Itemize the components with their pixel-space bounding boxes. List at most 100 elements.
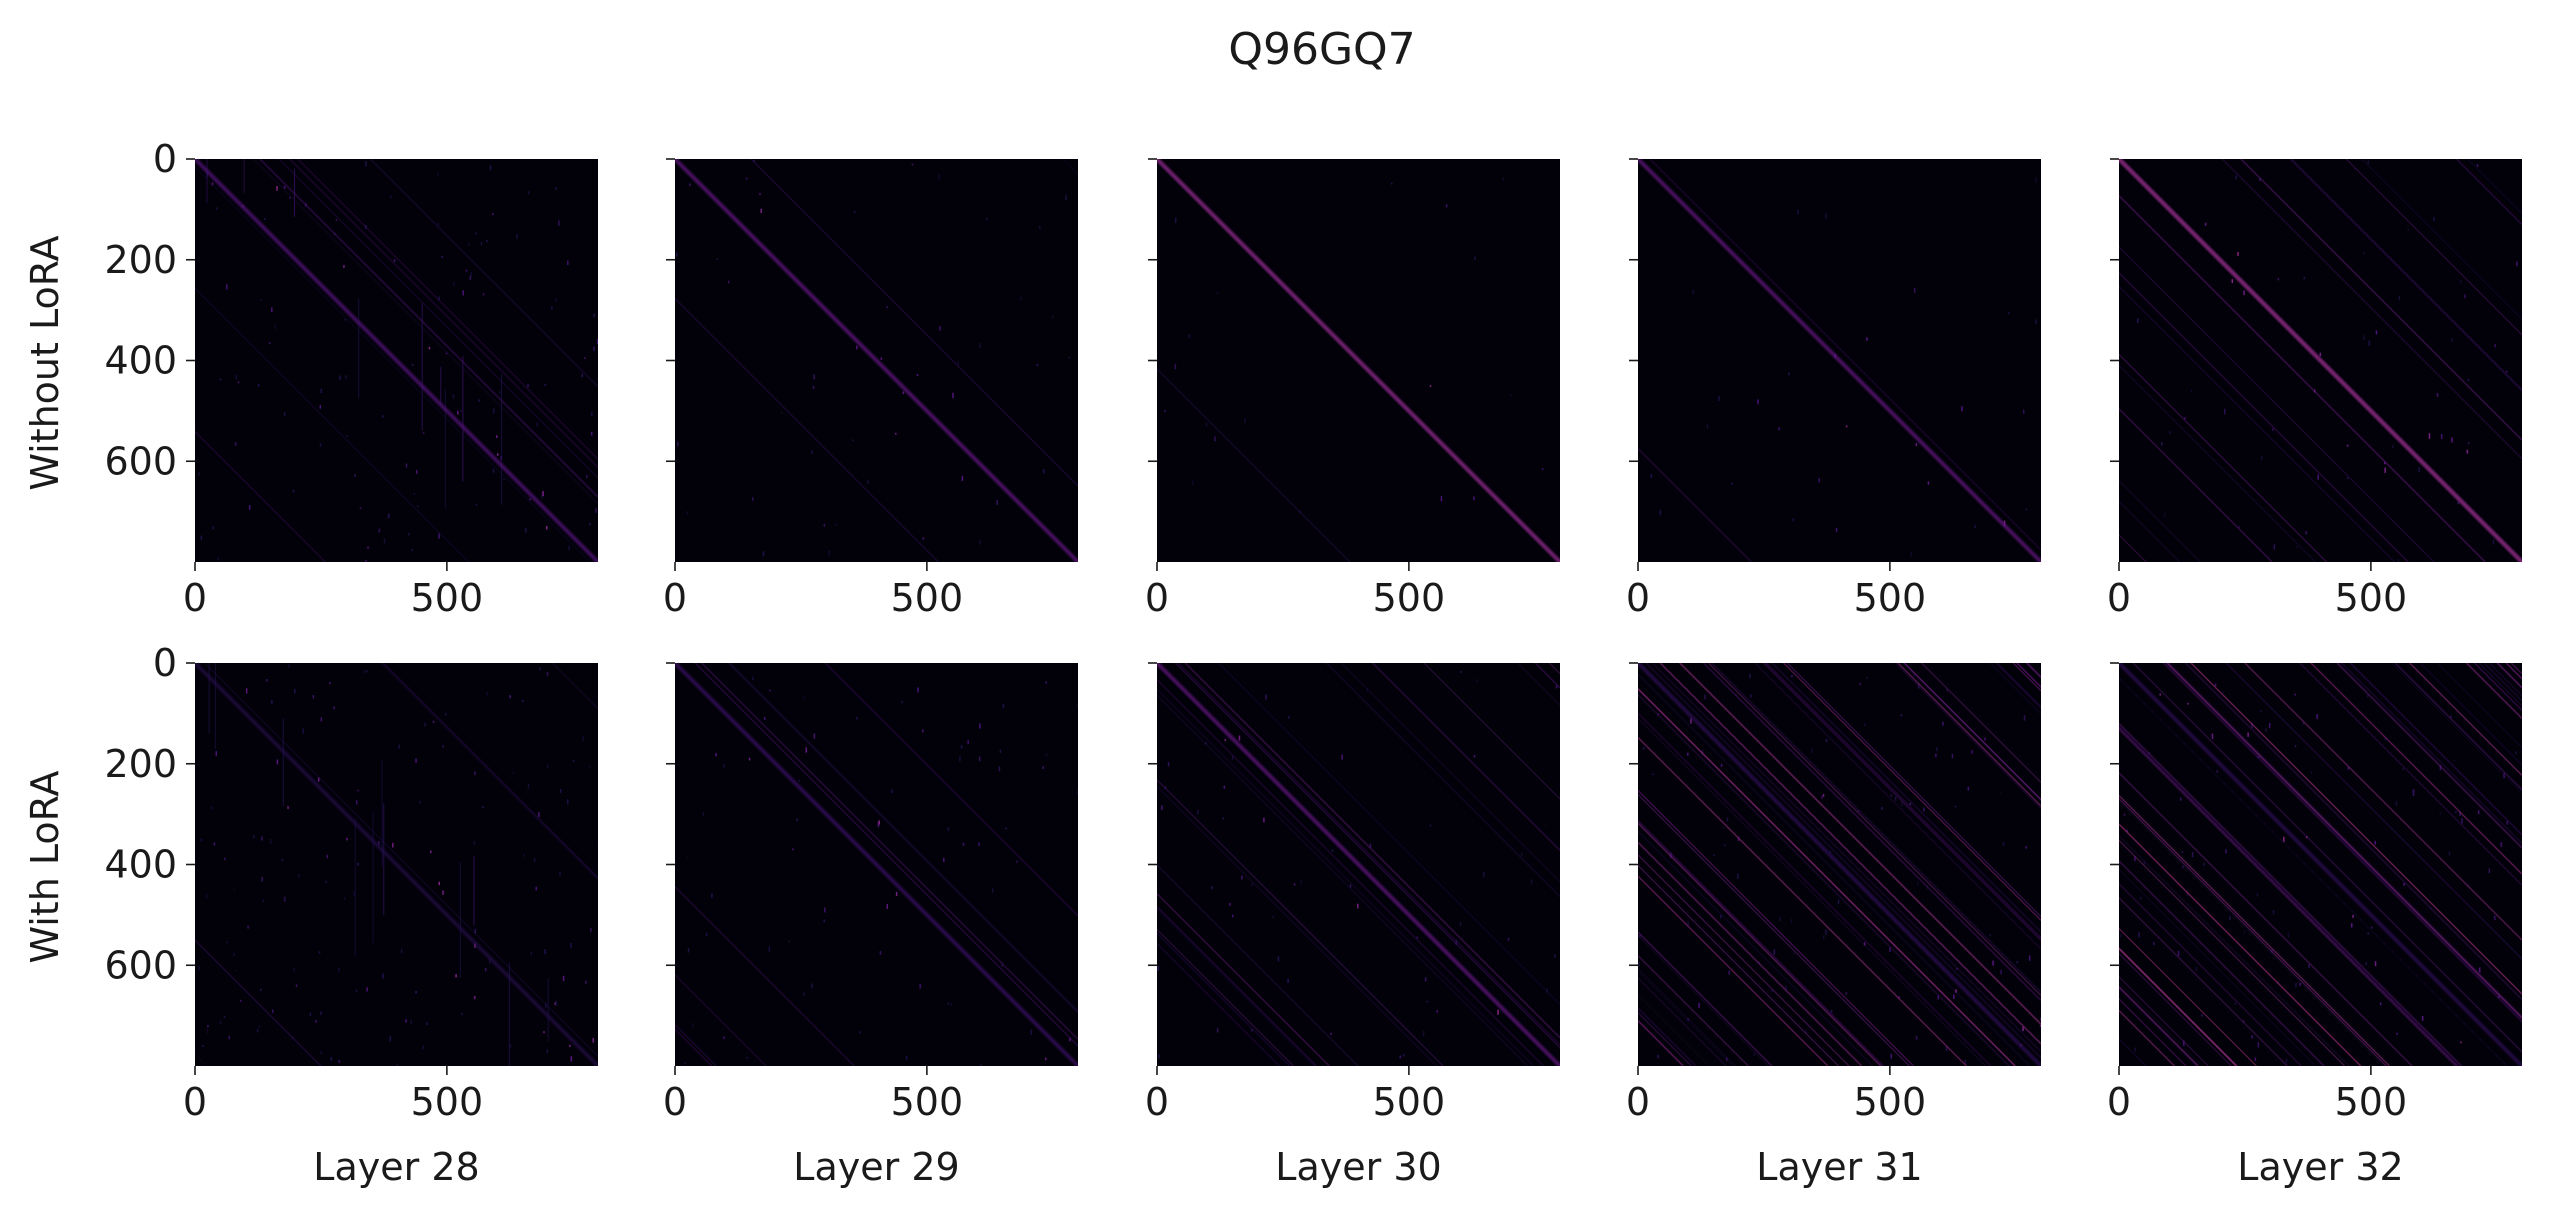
noise-cell bbox=[546, 763, 549, 769]
noise-cell bbox=[1657, 1054, 1659, 1059]
noise-cell bbox=[1898, 996, 1900, 999]
noise-cell bbox=[1984, 737, 1986, 741]
vertical-streak bbox=[547, 978, 549, 1042]
noise-cell bbox=[289, 196, 291, 199]
noise-cell bbox=[559, 789, 562, 793]
noise-cell bbox=[1726, 817, 1729, 822]
noise-cell bbox=[959, 756, 961, 762]
heatmap-cells bbox=[675, 159, 1078, 562]
noise-cell bbox=[2195, 966, 2198, 972]
noise-cell bbox=[1792, 517, 1795, 522]
noise-cell bbox=[2283, 836, 2285, 842]
noise-cell bbox=[590, 927, 592, 933]
y-tick-label: 200 bbox=[104, 742, 177, 786]
noise-cell bbox=[1331, 849, 1334, 852]
noise-cell bbox=[2500, 842, 2503, 848]
noise-cell bbox=[2319, 352, 2322, 357]
noise-cell bbox=[1426, 1000, 1428, 1003]
off-diagonal-line bbox=[1754, 663, 2041, 950]
noise-cell bbox=[1205, 422, 1208, 427]
noise-cell bbox=[2181, 851, 2184, 854]
noise-cell bbox=[1042, 766, 1044, 770]
noise-cell bbox=[1241, 875, 1243, 880]
noise-cell bbox=[315, 1019, 317, 1023]
off-diagonal-line bbox=[2119, 479, 2202, 562]
noise-cell bbox=[1797, 209, 1799, 215]
noise-cell bbox=[2451, 437, 2453, 443]
noise-cell bbox=[1642, 747, 1645, 750]
x-tick-label: 0 bbox=[663, 1080, 687, 1124]
noise-cell bbox=[1424, 977, 1427, 982]
noise-cell bbox=[1890, 794, 1893, 798]
vertical-streak bbox=[293, 168, 296, 217]
noise-cell bbox=[2204, 222, 2207, 226]
off-diagonal-line bbox=[2345, 159, 2522, 336]
off-diagonal-line bbox=[1989, 663, 2041, 715]
noise-cell bbox=[1917, 683, 1920, 689]
noise-cell bbox=[319, 443, 322, 447]
off-diagonal-line bbox=[1659, 663, 2041, 1045]
noise-cell bbox=[1231, 914, 1234, 918]
off-diagonal-line bbox=[1638, 737, 1967, 1066]
noise-cell bbox=[318, 777, 320, 782]
noise-cell bbox=[1422, 1030, 1425, 1037]
noise-cell bbox=[705, 932, 708, 937]
noise-cell bbox=[2016, 961, 2019, 964]
noise-cell bbox=[2494, 915, 2496, 921]
noise-cell bbox=[415, 470, 418, 474]
noise-cell bbox=[475, 503, 478, 506]
noise-cell bbox=[2383, 461, 2386, 465]
off-diagonal-line bbox=[1157, 893, 1330, 1066]
noise-cell bbox=[245, 688, 248, 694]
noise-cell bbox=[967, 740, 969, 745]
off-diagonal-line bbox=[2225, 663, 2522, 960]
off-diagonal-line bbox=[2119, 408, 2273, 562]
noise-cell bbox=[262, 899, 265, 902]
heatmap-cells bbox=[2119, 663, 2522, 1066]
noise-cell bbox=[2459, 811, 2461, 817]
off-diagonal-line bbox=[195, 939, 322, 1066]
off-diagonal-line bbox=[750, 159, 1078, 487]
heatmap-background bbox=[195, 159, 598, 562]
noise-cell bbox=[268, 342, 271, 345]
off-diagonal-line bbox=[2119, 981, 2204, 1066]
off-diagonal-line bbox=[2119, 725, 2460, 1066]
heatmap-panel-with-lora-layer-29: 0 500 Layer 29 bbox=[663, 662, 1078, 1189]
noise-cell bbox=[333, 706, 335, 710]
noise-cell bbox=[1863, 942, 1866, 946]
y-tick-label: 0 bbox=[153, 641, 177, 685]
heatmap-panel-with-lora-layer-31: 0 500 Layer 31 bbox=[1626, 662, 2041, 1189]
figure-title: Q96GQ7 bbox=[1228, 24, 1415, 75]
noise-cell bbox=[886, 904, 889, 909]
noise-cell bbox=[2235, 175, 2237, 180]
noise-cell bbox=[1793, 952, 1795, 955]
noise-cell bbox=[554, 1002, 557, 1005]
off-diagonal-line bbox=[1904, 663, 2041, 800]
noise-cell bbox=[422, 1045, 425, 1050]
noise-cell bbox=[1045, 1057, 1047, 1061]
off-diagonal-line bbox=[2488, 663, 2522, 697]
noise-cell bbox=[521, 699, 524, 702]
noise-cell bbox=[1652, 773, 1654, 776]
noise-cell bbox=[1436, 1010, 1439, 1013]
heatmap-grid: 0 500 0 200 400 600 0 500 0 500 0 500 0 500 0 500 0 200 40… bbox=[104, 137, 2522, 1189]
noise-cell bbox=[939, 325, 941, 331]
noise-cell bbox=[1349, 884, 1352, 888]
noise-cell bbox=[2412, 790, 2415, 796]
noise-cell bbox=[961, 475, 964, 481]
noise-cell bbox=[2368, 340, 2370, 346]
off-diagonal-line bbox=[1638, 865, 1839, 1066]
noise-cell bbox=[856, 717, 858, 720]
off-diagonal-line bbox=[1645, 663, 2041, 1059]
noise-cell bbox=[1265, 694, 1267, 700]
noise-cell bbox=[390, 194, 392, 200]
main-diagonal-glow bbox=[1157, 663, 1560, 1066]
off-diagonal-line bbox=[2119, 835, 2350, 1066]
off-diagonal-line bbox=[1638, 1012, 1692, 1066]
noise-cell bbox=[357, 862, 359, 866]
heatmap-cells bbox=[1638, 159, 2041, 562]
noise-cell bbox=[2354, 167, 2356, 170]
noise-cell bbox=[2140, 896, 2142, 900]
noise-cell bbox=[1287, 978, 1289, 983]
off-diagonal-line bbox=[195, 1054, 207, 1066]
